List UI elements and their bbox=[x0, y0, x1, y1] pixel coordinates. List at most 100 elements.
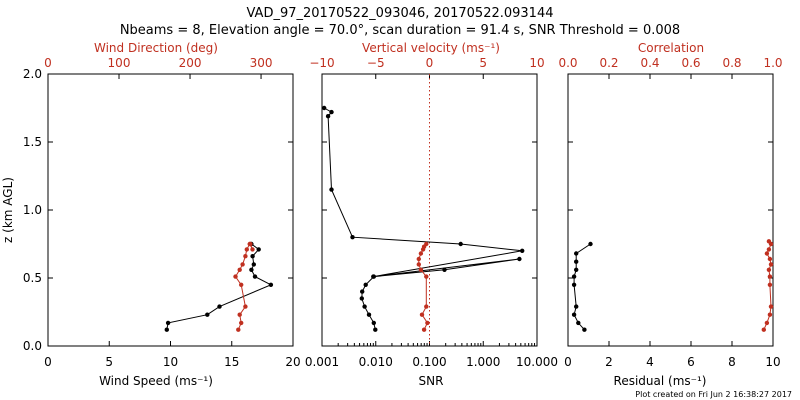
black-data-point bbox=[362, 304, 367, 309]
red-data-point bbox=[240, 262, 245, 267]
bottom-tick-label: 6 bbox=[687, 355, 695, 369]
red-data-point bbox=[244, 247, 249, 252]
red-data-point bbox=[766, 247, 772, 252]
red-data-point bbox=[418, 267, 424, 272]
panel-residual: Correlation Residual (ms⁻¹) 0 2 4 6 8 10 0.0 0.… bbox=[558, 41, 782, 388]
bottom-tick-label: 5 bbox=[105, 355, 113, 369]
top-tick-label: 5 bbox=[479, 56, 487, 70]
top-tick-label: −5 bbox=[367, 56, 385, 70]
black-data-point bbox=[250, 254, 255, 259]
bottom-tick-label: 4 bbox=[646, 355, 654, 369]
panel-wind: Wind Direction (deg) Wind Speed (ms⁻¹) z… bbox=[1, 41, 301, 388]
black-data-point bbox=[325, 114, 331, 119]
red-data-point bbox=[761, 327, 766, 332]
bottom-tick-label: 8 bbox=[728, 355, 736, 369]
top-tick-label: 300 bbox=[250, 56, 273, 70]
red-data-point bbox=[766, 267, 772, 272]
chart-subtitle: Nbeams = 8, Elevation angle = 70.0°, sca… bbox=[120, 23, 680, 38]
top-tick-label: 0 bbox=[44, 56, 52, 70]
chart-title: VAD_97_20170522_093046, 20170522.093144 bbox=[247, 6, 554, 21]
top-tick-label: 0 bbox=[426, 56, 434, 70]
black-data-point bbox=[458, 241, 463, 247]
residual-axis-label: Residual (ms⁻¹) bbox=[614, 374, 707, 388]
black-data-point bbox=[366, 312, 372, 317]
red-data-point bbox=[243, 304, 248, 309]
red-data-point bbox=[239, 320, 244, 326]
top-tick-label: 0.0 bbox=[558, 56, 577, 70]
black-data-point bbox=[252, 274, 258, 279]
red-data-point bbox=[239, 282, 244, 287]
black-data-point bbox=[588, 241, 593, 247]
red-data-point bbox=[233, 274, 238, 279]
red-data-point bbox=[768, 304, 774, 309]
black-data-point bbox=[205, 312, 210, 317]
panel-wind-frame bbox=[47, 73, 294, 347]
red-data-point bbox=[418, 251, 424, 256]
black-data-point bbox=[582, 327, 587, 332]
red-data-point bbox=[237, 267, 242, 272]
black-data-point bbox=[442, 267, 447, 272]
black-series-line bbox=[323, 107, 523, 330]
top-tick-label: 200 bbox=[179, 56, 202, 70]
panel-residual-frame bbox=[567, 73, 774, 347]
black-data-point bbox=[571, 312, 577, 317]
bottom-tick-label: 0 bbox=[44, 355, 52, 369]
red-data-point bbox=[425, 320, 430, 326]
bottom-tick-label: 0.001 bbox=[305, 355, 339, 369]
top-tick-label: 1.0 bbox=[763, 56, 782, 70]
red-data-point bbox=[766, 239, 772, 244]
black-series-line bbox=[573, 243, 591, 331]
black-data-point bbox=[249, 267, 254, 272]
top-tick-label: 10 bbox=[529, 56, 544, 70]
y-tick-label: 2.0 bbox=[23, 67, 42, 81]
black-data-point bbox=[373, 327, 378, 332]
panel-residual-data bbox=[571, 239, 774, 332]
black-data-point bbox=[322, 105, 327, 111]
vertical-velocity-axis-label: Vertical velocity (ms⁻¹) bbox=[362, 41, 500, 55]
black-data-point bbox=[520, 248, 525, 253]
black-data-point bbox=[576, 320, 581, 326]
black-data-point bbox=[217, 304, 222, 309]
red-data-point bbox=[767, 256, 773, 262]
y-tick-label: 1.5 bbox=[23, 135, 42, 149]
top-tick-label: −10 bbox=[309, 56, 334, 70]
bottom-tick-label: 20 bbox=[285, 355, 300, 369]
black-data-point bbox=[360, 289, 365, 294]
red-data-point bbox=[424, 241, 429, 247]
red-data-point bbox=[236, 327, 241, 332]
wind-direction-axis-label: Wind Direction (deg) bbox=[94, 41, 218, 55]
bottom-tick-label: 2 bbox=[605, 355, 613, 369]
bottom-tick-label: 10.000 bbox=[516, 355, 558, 369]
black-data-point bbox=[517, 256, 522, 262]
bottom-tick-label: 0.010 bbox=[359, 355, 393, 369]
red-data-point bbox=[237, 312, 242, 317]
top-tick-label: 0.8 bbox=[722, 56, 741, 70]
black-data-point bbox=[329, 187, 334, 192]
y-tick-label: 0.5 bbox=[23, 271, 42, 285]
top-tick-label: 0.6 bbox=[681, 56, 700, 70]
black-data-point bbox=[574, 251, 579, 256]
black-data-point bbox=[350, 235, 355, 240]
red-data-point bbox=[416, 256, 421, 262]
black-data-point bbox=[164, 327, 169, 332]
red-data-point bbox=[768, 262, 774, 267]
red-data-point bbox=[767, 274, 773, 279]
red-data-point bbox=[419, 312, 425, 317]
panel-snr: Vertical velocity (ms⁻¹) SNR 0.001 0.010 0… bbox=[305, 41, 558, 388]
red-data-point bbox=[764, 320, 770, 326]
black-data-point bbox=[363, 282, 368, 287]
top-tick-label: 0.4 bbox=[640, 56, 659, 70]
black-data-point bbox=[256, 247, 261, 252]
red-data-point bbox=[248, 241, 253, 247]
red-data-point bbox=[421, 327, 427, 332]
black-data-point bbox=[359, 296, 364, 301]
black-series-line bbox=[166, 243, 273, 330]
top-tick-label: 0.2 bbox=[599, 56, 618, 70]
black-data-point bbox=[329, 109, 334, 115]
black-data-point bbox=[574, 267, 579, 272]
red-data-point bbox=[250, 247, 255, 252]
black-data-point bbox=[268, 282, 274, 287]
bottom-tick-label: 1.000 bbox=[466, 355, 500, 369]
